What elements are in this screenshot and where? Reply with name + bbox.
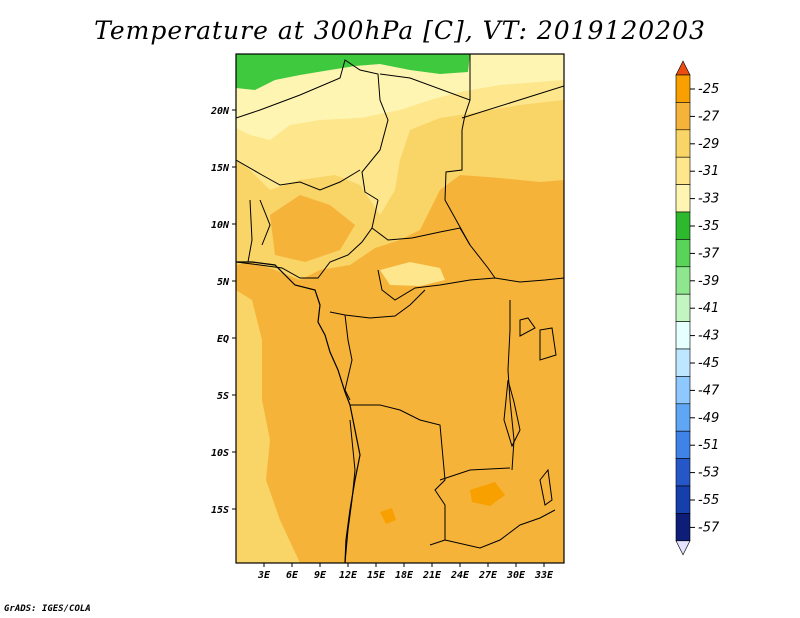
colorbar-label: -29 (698, 137, 719, 152)
lat-label: 10N (211, 220, 230, 231)
map-frame (235, 53, 565, 564)
colorbar-swatch (675, 458, 691, 487)
colorbar-swatch (675, 74, 691, 103)
lat-label: 5N (217, 277, 230, 288)
colorbar-label: -31 (698, 164, 719, 179)
lat-label: 10S (211, 448, 229, 459)
colorbar-label: -49 (698, 411, 719, 426)
colorbar-swatch (675, 184, 691, 213)
colorbar-swatch (675, 403, 691, 432)
colorbar-swatch (675, 485, 691, 514)
colorbar-swatch (675, 430, 691, 459)
lon-label: 15E (367, 570, 386, 581)
region-warm-pocket (270, 195, 355, 262)
colorbar-label: -57 (698, 520, 720, 535)
lon-label: 30E (506, 570, 526, 581)
region-pale-patch (380, 262, 445, 286)
colorbar-swatch (675, 211, 691, 240)
credit-text: GrADS: IGES/COLA (4, 604, 91, 614)
region-pale (236, 54, 564, 140)
colorbar-label: -55 (698, 493, 719, 508)
colorbar-swatch (675, 513, 691, 542)
lat-label: 20N (210, 106, 230, 117)
lon-label: 27E (478, 570, 498, 581)
colorbar-label: -45 (698, 356, 719, 371)
colorbar-swatch (675, 376, 691, 405)
lon-label: 3E (257, 570, 271, 581)
region-coast-minus33-31 (236, 290, 300, 563)
colorbar-swatch (675, 129, 691, 158)
region-minus29-27 (470, 482, 505, 506)
colorbar-label: -43 (698, 329, 719, 344)
lon-label: 18E (395, 570, 414, 581)
colorbar: -25 -27 -29 -31 -33 -35 -37 -39 -41 -43 -45 -47 -49 -… (675, 60, 720, 556)
temperature-field (236, 54, 564, 563)
colorbar-label: -39 (698, 274, 719, 289)
lon-label: 33E (534, 570, 554, 581)
country-borders (236, 54, 564, 563)
latitude-axis: 20N 15N 10N 5N EQ 5S 10S 15S (210, 106, 236, 516)
colorbar-label: -35 (698, 219, 719, 234)
lon-label: 9E (314, 570, 327, 581)
coastline (236, 261, 361, 563)
lakes (503, 317, 557, 506)
colorbar-label: -25 (698, 82, 719, 97)
lon-label: 6E (286, 570, 299, 581)
lat-label: 5S (217, 391, 229, 402)
colorbar-label: -53 (698, 466, 719, 481)
colorbar-label: -33 (698, 192, 719, 207)
region-minus37-35 (236, 54, 470, 90)
longitude-axis: 3E 6E 9E 12E 15E 18E 21E 24E 27E 30E 33E (257, 563, 554, 581)
map-title: Temperature at 300hPa [C], VT: 201912020… (94, 16, 706, 45)
colorbar-swatch (675, 156, 691, 185)
colorbar-swatch (675, 321, 691, 350)
colorbar-swatch (675, 266, 691, 295)
colorbar-swatch (675, 239, 691, 268)
colorbar-label: -47 (698, 383, 720, 398)
colorbar-swatch (675, 293, 691, 322)
lon-label: 24E (450, 570, 470, 581)
lon-label: 21E (422, 570, 442, 581)
colorbar-label: -41 (698, 301, 719, 316)
colorbar-top-arrow (675, 60, 691, 76)
colorbar-swatch (675, 102, 691, 131)
colorbar-label: -27 (698, 109, 720, 124)
colorbar-bottom-arrow (675, 540, 691, 556)
colorbar-label: -51 (698, 438, 719, 453)
lon-label: 12E (339, 570, 358, 581)
lat-label: EQ (217, 334, 229, 345)
lat-label: 15S (211, 505, 229, 516)
lat-label: 15N (211, 163, 230, 174)
colorbar-label: -37 (698, 246, 720, 261)
colorbar-swatch (675, 348, 691, 377)
